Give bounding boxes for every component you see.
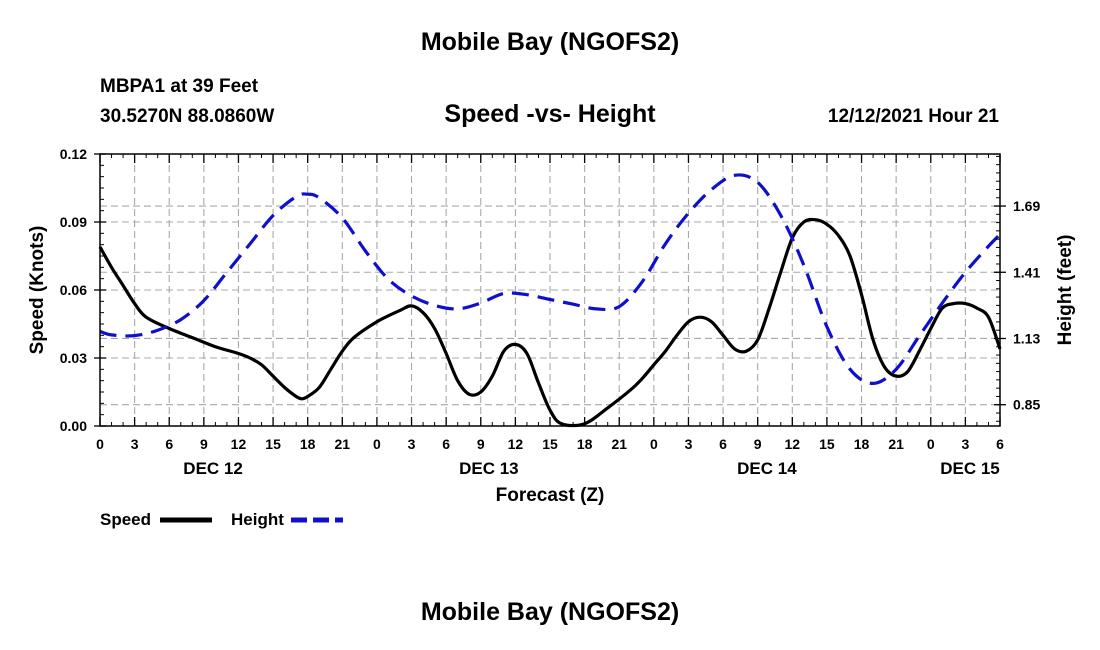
- y-tick-label: 0.12: [60, 146, 87, 162]
- x-tick-label: 18: [300, 436, 316, 452]
- x-tick-label: 18: [854, 436, 870, 452]
- x-tick-label: 9: [477, 436, 485, 452]
- x-tick-label: 9: [200, 436, 208, 452]
- y2-tick-label: 0.85: [1013, 397, 1040, 413]
- footer-title: Mobile Bay (NGOFS2): [420, 598, 680, 626]
- y2-axis-title: Height (feet): [1055, 235, 1076, 346]
- day-label: DEC 14: [737, 459, 797, 478]
- station-coordinates: 30.5270N 88.0860W: [100, 106, 275, 127]
- x-tick-label: 6: [996, 436, 1004, 452]
- grid-lines: [100, 154, 1000, 426]
- x-tick-label: 6: [719, 436, 727, 452]
- x-tick-label: 15: [542, 436, 558, 452]
- y-axis-title: Speed (Knots): [27, 226, 48, 355]
- x-tick-label: 0: [373, 436, 381, 452]
- x-tick-label: 12: [508, 436, 524, 452]
- day-label: DEC 13: [459, 459, 519, 478]
- y2-tick-label: 1.41: [1013, 264, 1040, 280]
- day-label: DEC 12: [183, 459, 243, 478]
- x-tick-label: 3: [408, 436, 416, 452]
- x-tick-label: 12: [785, 436, 801, 452]
- x-tick-label: 3: [961, 436, 969, 452]
- day-label: DEC 15: [940, 459, 1000, 478]
- y2-tick-label: 1.13: [1013, 330, 1040, 346]
- x-tick-label: 0: [96, 436, 104, 452]
- y2-tick-label: 1.69: [1013, 198, 1040, 214]
- x-tick-label: 6: [442, 436, 450, 452]
- x-tick-label: 3: [685, 436, 693, 452]
- y-tick-label: 0.00: [60, 418, 87, 434]
- y-tick-label: 0.03: [60, 350, 87, 366]
- x-tick-label: 3: [131, 436, 139, 452]
- station-label: MBPA1 at 39 Feet: [100, 76, 259, 97]
- x-tick-label: 21: [888, 436, 904, 452]
- page-title: Mobile Bay (NGOFS2): [420, 28, 680, 56]
- x-tick-label: 21: [335, 436, 351, 452]
- x-tick-label: 18: [577, 436, 593, 452]
- legend-label-height: Height: [231, 510, 284, 529]
- x-tick-label: 15: [819, 436, 835, 452]
- x-tick-label: 0: [650, 436, 658, 452]
- x-tick-label: 15: [265, 436, 281, 452]
- forecast-datetime: 12/12/2021 Hour 21: [827, 106, 999, 127]
- x-axis-title: Forecast (Z): [496, 485, 605, 506]
- x-tick-label: 6: [165, 436, 173, 452]
- x-tick-label: 12: [231, 436, 247, 452]
- axis-ticks: 0 3 6 9 12 15 18 21 0 3 6 9 12 15 18 21 0 3 6 9 12 15 18 21 0 3 6 0…: [60, 146, 1041, 478]
- x-tick-label: 0: [927, 436, 935, 452]
- legend: Speed Height: [100, 510, 343, 529]
- y-tick-label: 0.09: [60, 214, 87, 230]
- y-tick-label: 0.06: [60, 282, 87, 298]
- legend-label-speed: Speed: [100, 510, 151, 529]
- x-tick-label: 9: [754, 436, 762, 452]
- chart-subtitle: Speed -vs- Height: [444, 100, 656, 128]
- x-tick-label: 21: [611, 436, 627, 452]
- height-series-line: [99, 173, 1002, 385]
